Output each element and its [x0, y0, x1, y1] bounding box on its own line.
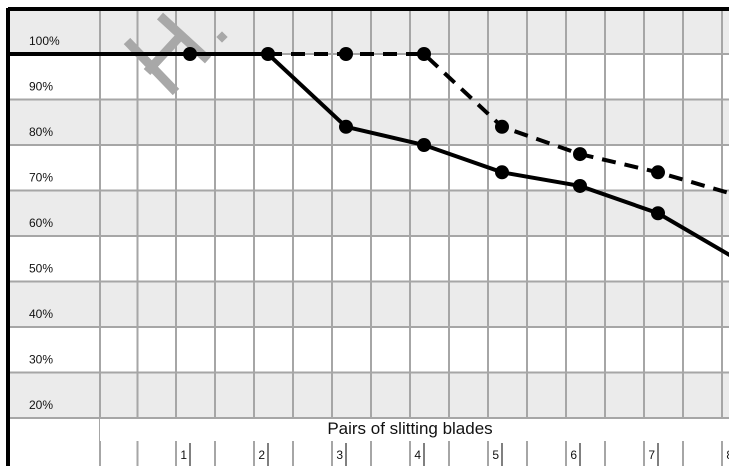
y-tick-label: 90% [29, 80, 53, 94]
chart-grid [8, 8, 729, 466]
xlabel-band [100, 419, 729, 441]
series-2-point [651, 165, 665, 180]
grid-band [8, 99, 729, 145]
y-tick-labels: 100% 90% 80% 70% 60% 50% 40% 30% 20% [29, 34, 60, 412]
x-tick-label: 5 [492, 448, 499, 462]
series-1-point [183, 47, 197, 61]
series-group [8, 47, 729, 257]
y-tick-label: 60% [29, 216, 53, 230]
x-tick-labels: 1 2 3 4 5 6 7 8 [180, 448, 729, 462]
x-tick-label: 1 [180, 448, 187, 462]
series-2-point [417, 47, 431, 61]
x-tick-label: 3 [336, 448, 343, 462]
chart-axes [6, 7, 729, 466]
y-tick-label: 30% [29, 353, 53, 367]
chart-bands [8, 8, 729, 418]
y-tick-label: 100% [29, 34, 60, 48]
x-axis-label: Pairs of slitting blades [327, 419, 492, 438]
y-tick-label: 40% [29, 307, 53, 321]
grid-band [8, 372, 729, 418]
y-tick-label: 70% [29, 171, 53, 185]
y-tick-label: 20% [29, 398, 53, 412]
x-tick-label: 2 [258, 448, 265, 462]
series-1-point [339, 119, 353, 134]
grid-band [8, 8, 729, 54]
x-tick-label: 4 [414, 448, 421, 462]
y-tick-label: 80% [29, 125, 53, 139]
series-1-point [417, 138, 431, 152]
grid-band [8, 190, 729, 236]
series-1-point [651, 206, 665, 221]
grid-band [8, 281, 729, 327]
x-tick-label: 8 [726, 448, 729, 462]
series-1-point [495, 165, 509, 180]
x-tick-label: 7 [648, 448, 655, 462]
x-tick-label: 6 [570, 448, 577, 462]
series-2-point [339, 47, 353, 61]
series-1-point [573, 178, 587, 193]
series-2-point [573, 147, 587, 162]
series-2-point [495, 119, 509, 134]
y-tick-label: 50% [29, 262, 53, 276]
